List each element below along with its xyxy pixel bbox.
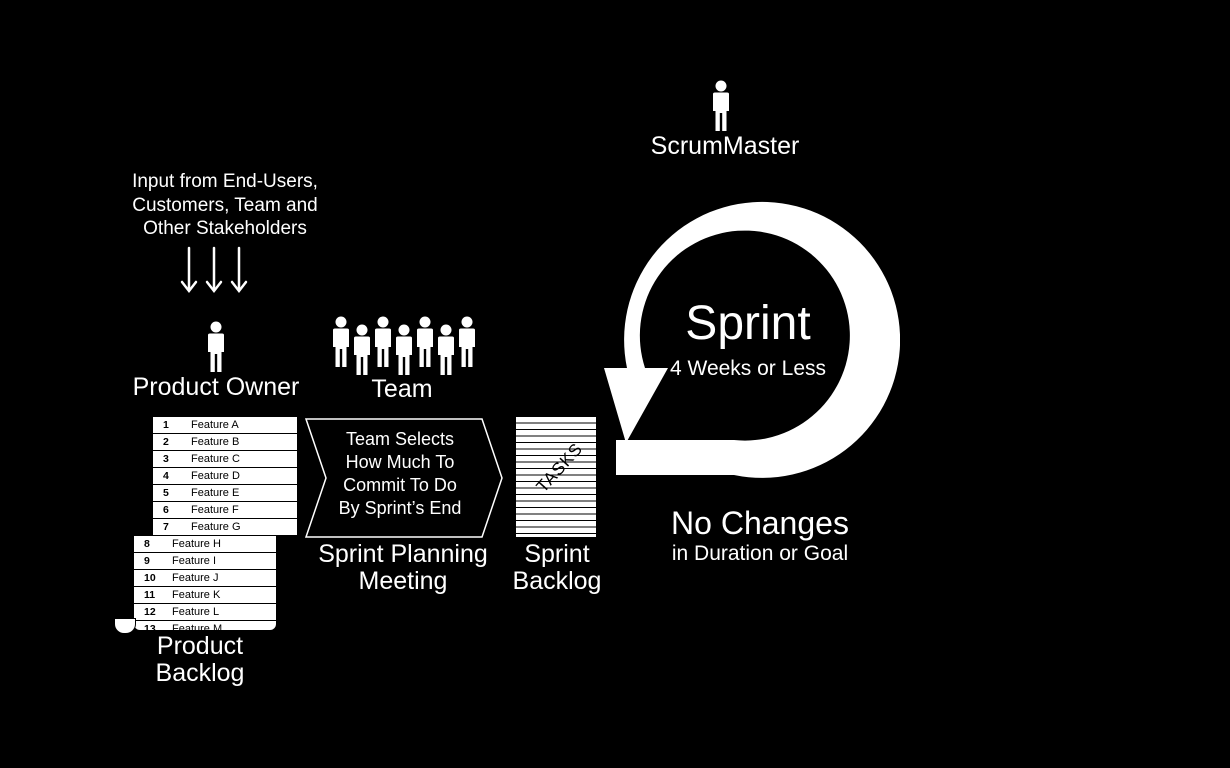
backlog-row-feature: Feature J [172, 572, 219, 584]
backlog-row-number: 5 [163, 487, 169, 499]
backlog-row: 12 Feature L [134, 604, 276, 621]
planning-chevron-shape [304, 418, 503, 538]
arrow-down-icon [205, 246, 223, 294]
backlog-row: 5 Feature E [153, 485, 297, 502]
input-text-line: Input from End-Users, [132, 171, 318, 192]
sprint-planning-label-line: Meeting [358, 567, 448, 595]
product-backlog-label-line: Product [156, 632, 244, 660]
product-owner-label: Product Owner [132, 373, 300, 401]
scrum-master-person-icon [713, 80, 729, 131]
person-icon [459, 316, 475, 367]
backlog-row-number: 13 [144, 623, 156, 630]
backlog-row: 11 Feature K [134, 587, 276, 604]
product-backlog-label: Product Backlog [130, 633, 270, 687]
product-backlog-label-line: Backlog [155, 659, 245, 687]
backlog-row-feature: Feature B [191, 436, 240, 448]
backlog-row: 7 Feature G [153, 519, 297, 536]
backlog-row: 10 Feature J [134, 570, 276, 587]
person-icon [417, 316, 433, 367]
backlog-row-number: 11 [144, 589, 156, 601]
backlog-row: 13 Feature M [134, 621, 276, 630]
product-owner-person-icon [208, 321, 224, 372]
backlog-row-number: 10 [144, 572, 156, 584]
backlog-row-number: 4 [163, 470, 169, 482]
planning-chevron-text: Team Selects How Much To Commit To Do By… [318, 428, 482, 520]
backlog-row-number: 2 [163, 436, 169, 448]
sprint-planning-label-line: Sprint Planning [318, 540, 488, 568]
stakeholder-input-text: Input from End-Users, Customers, Team an… [110, 170, 340, 241]
person-icon [438, 324, 454, 375]
sprint-backlog-label-line: Sprint [524, 540, 590, 568]
backlog-row-feature: Feature K [172, 589, 221, 601]
scroll-curl-icon [114, 618, 136, 634]
no-changes-title: No Changes [671, 505, 849, 541]
no-changes-subtitle: in Duration or Goal [671, 542, 849, 565]
backlog-row-feature: Feature L [172, 606, 220, 618]
backlog-row-feature: Feature G [191, 521, 241, 533]
backlog-row: 2 Feature B [153, 434, 297, 451]
chevron-text-line: Team Selects [345, 429, 455, 449]
input-text-line: Other Stakeholders [143, 218, 307, 239]
backlog-row-number: 12 [144, 606, 156, 618]
cycle-arrow-icon [604, 201, 900, 478]
backlog-row: 4 Feature D [153, 468, 297, 485]
team-people-icons [333, 316, 475, 375]
input-text-line: Customers, Team and [132, 194, 318, 216]
backlog-row-number: 9 [144, 555, 150, 567]
backlog-row-number: 3 [163, 453, 169, 465]
backlog-row: 6 Feature F [153, 502, 297, 519]
backlog-row-number: 6 [163, 504, 169, 516]
backlog-row-feature: Feature C [191, 453, 240, 465]
backlog-row-feature: Feature E [191, 487, 240, 499]
backlog-row-feature: Feature F [191, 504, 239, 516]
sprint-title: Sprint [685, 297, 811, 350]
arrow-down-icon [230, 246, 248, 294]
backlog-row-number: 7 [163, 521, 169, 533]
backlog-row: 9 Feature I [134, 553, 276, 570]
person-icon [333, 316, 349, 367]
backlog-row-number: 1 [163, 419, 169, 431]
team-label: Team [371, 375, 433, 403]
chevron-text-line: How Much To [345, 452, 455, 472]
input-arrows [180, 246, 248, 294]
person-icon [375, 316, 391, 367]
backlog-row-feature: Feature A [191, 419, 239, 431]
backlog-row: 8 Feature H [134, 536, 276, 553]
backlog-row: 1 Feature A [153, 417, 297, 434]
scrum-master-label: ScrumMaster [650, 132, 800, 160]
person-icon [354, 324, 370, 375]
product-backlog-list-bottom: 8 Feature H 9 Feature I 10 Feature J 11 Feature… [134, 536, 276, 630]
chevron-text-line: Commit To Do [343, 475, 457, 495]
backlog-row-number: 8 [144, 538, 150, 550]
chevron-text-line: By Sprint’s End [338, 498, 462, 518]
backlog-row-feature: Feature H [172, 538, 221, 550]
sprint-backlog-document [516, 417, 596, 537]
sprint-duration: 4 Weeks or Less [669, 357, 826, 380]
person-icon [396, 324, 412, 375]
backlog-row: 3 Feature C [153, 451, 297, 468]
backlog-row-feature: Feature M [172, 623, 223, 630]
sprint-backlog-label: Sprint Backlog [500, 541, 614, 595]
product-backlog-list-top: 1 Feature A 2 Feature B 3 Feature C 4 Feature D… [153, 417, 297, 536]
backlog-row-feature: Feature I [172, 555, 217, 567]
arrow-down-icon [180, 246, 198, 294]
backlog-row-feature: Feature D [191, 470, 240, 482]
sprint-planning-meeting-label: Sprint Planning Meeting [300, 541, 506, 595]
sprint-backlog-label-line: Backlog [512, 567, 602, 595]
